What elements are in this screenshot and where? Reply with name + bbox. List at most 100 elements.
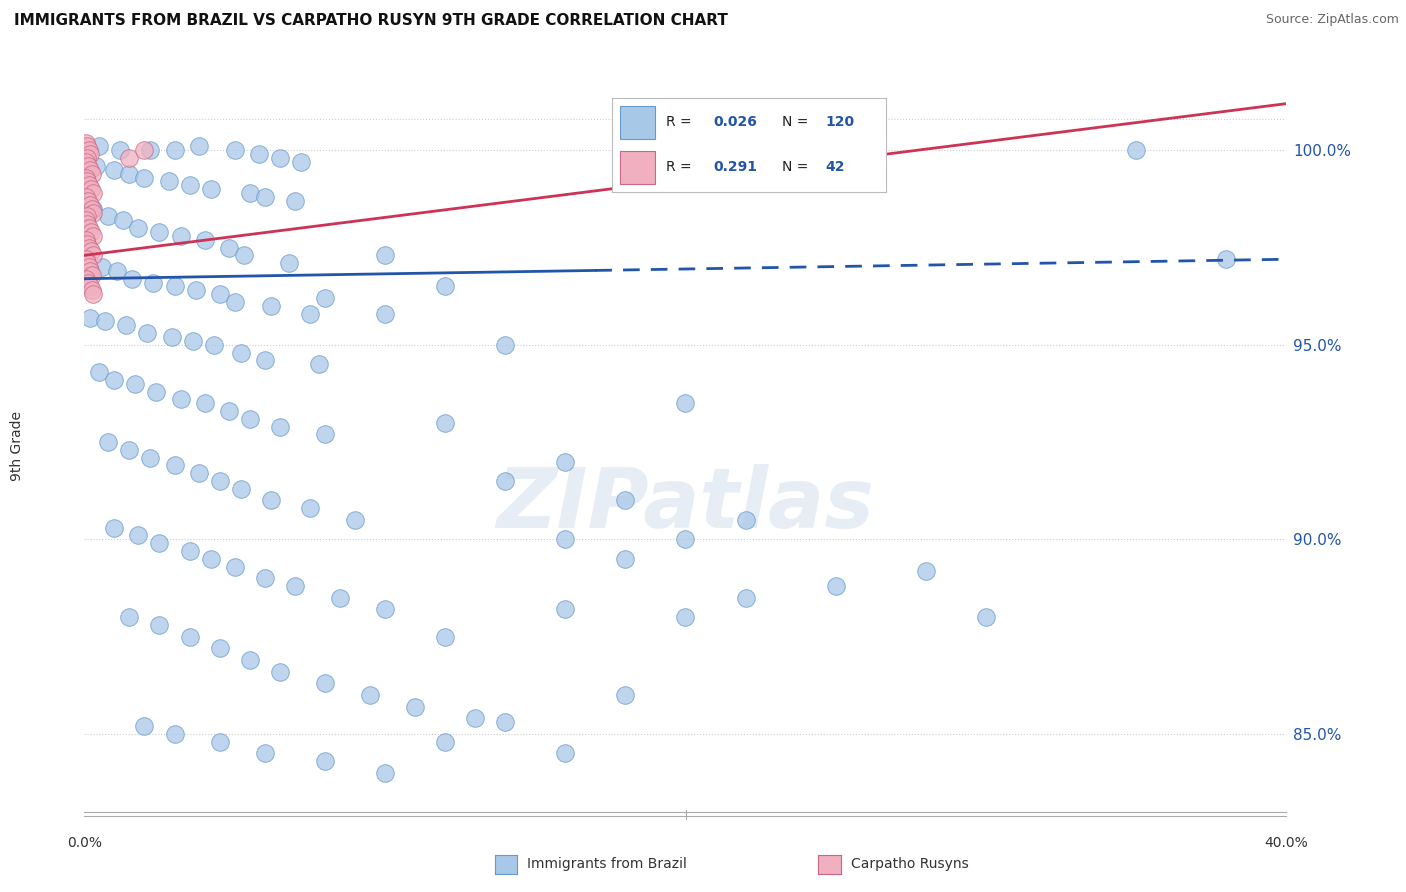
- Point: [77, 194, 100, 208]
- Point: [75, 252, 97, 267]
- Point: [359, 688, 381, 702]
- Point: [329, 591, 352, 605]
- Point: [554, 747, 576, 761]
- Text: IMMIGRANTS FROM BRAZIL VS CARPATHO RUSYN 9TH GRADE CORRELATION CHART: IMMIGRANTS FROM BRAZIL VS CARPATHO RUSYN…: [14, 13, 728, 29]
- Text: R =: R =: [666, 115, 696, 129]
- Point: [253, 190, 276, 204]
- Point: [614, 493, 637, 508]
- Point: [269, 419, 291, 434]
- Point: [110, 144, 132, 158]
- Point: [118, 442, 141, 457]
- Point: [134, 719, 156, 733]
- Point: [77, 276, 100, 290]
- Point: [94, 314, 117, 328]
- Point: [76, 217, 98, 231]
- Point: [260, 493, 283, 508]
- Text: 42: 42: [825, 161, 845, 175]
- Point: [79, 162, 101, 177]
- Point: [260, 299, 283, 313]
- Point: [82, 228, 104, 243]
- Point: [179, 178, 201, 193]
- Point: [675, 610, 697, 624]
- Point: [160, 330, 183, 344]
- Point: [181, 334, 204, 348]
- Point: [404, 699, 426, 714]
- Point: [314, 427, 336, 442]
- Point: [374, 248, 396, 262]
- Point: [434, 630, 457, 644]
- Point: [194, 396, 217, 410]
- Point: [79, 279, 101, 293]
- Point: [112, 213, 135, 227]
- Point: [75, 233, 97, 247]
- Point: [77, 260, 100, 274]
- Point: [253, 353, 276, 368]
- Point: [200, 182, 222, 196]
- Point: [374, 765, 396, 780]
- Bar: [620, 105, 655, 139]
- Point: [179, 544, 201, 558]
- Point: [194, 233, 217, 247]
- Text: 120: 120: [825, 115, 855, 129]
- Point: [614, 551, 637, 566]
- Point: [208, 734, 231, 748]
- Point: [494, 474, 516, 488]
- Point: [434, 734, 457, 748]
- Point: [75, 271, 97, 285]
- Point: [239, 411, 262, 425]
- Point: [77, 221, 100, 235]
- Point: [82, 248, 104, 262]
- Point: [187, 139, 209, 153]
- Point: [229, 482, 252, 496]
- Point: [127, 221, 149, 235]
- Point: [76, 236, 98, 251]
- Point: [554, 454, 576, 468]
- Point: [97, 210, 120, 224]
- Point: [118, 610, 141, 624]
- Point: [343, 513, 366, 527]
- Point: [80, 244, 103, 259]
- Point: [218, 404, 240, 418]
- Point: [434, 279, 457, 293]
- Point: [554, 602, 576, 616]
- Point: [80, 167, 103, 181]
- Point: [224, 144, 246, 158]
- Point: [89, 139, 111, 153]
- Point: [218, 241, 240, 255]
- Point: [75, 170, 97, 185]
- Point: [148, 618, 170, 632]
- Point: [77, 159, 100, 173]
- Point: [124, 376, 146, 391]
- Text: Carpatho Rusyns: Carpatho Rusyns: [851, 857, 969, 871]
- Text: 40.0%: 40.0%: [1264, 836, 1309, 850]
- Point: [247, 147, 270, 161]
- Point: [148, 536, 170, 550]
- Text: 0.291: 0.291: [713, 161, 756, 175]
- Point: [269, 665, 291, 679]
- Point: [80, 202, 103, 216]
- Point: [284, 579, 307, 593]
- Point: [314, 754, 336, 768]
- Point: [554, 533, 576, 547]
- Point: [115, 318, 138, 333]
- Point: [187, 467, 209, 481]
- Point: [76, 256, 98, 270]
- Point: [253, 571, 276, 585]
- Point: [232, 248, 254, 262]
- Text: 9th Grade: 9th Grade: [10, 411, 24, 481]
- Point: [121, 271, 143, 285]
- Point: [103, 521, 125, 535]
- Bar: [620, 151, 655, 185]
- Point: [136, 326, 159, 341]
- Point: [239, 653, 262, 667]
- Point: [915, 564, 938, 578]
- Point: [118, 151, 141, 165]
- Point: [145, 384, 167, 399]
- Point: [82, 287, 104, 301]
- Point: [314, 291, 336, 305]
- Point: [75, 190, 97, 204]
- Text: 0.026: 0.026: [713, 115, 756, 129]
- Point: [224, 559, 246, 574]
- Point: [298, 307, 321, 321]
- Text: R =: R =: [666, 161, 696, 175]
